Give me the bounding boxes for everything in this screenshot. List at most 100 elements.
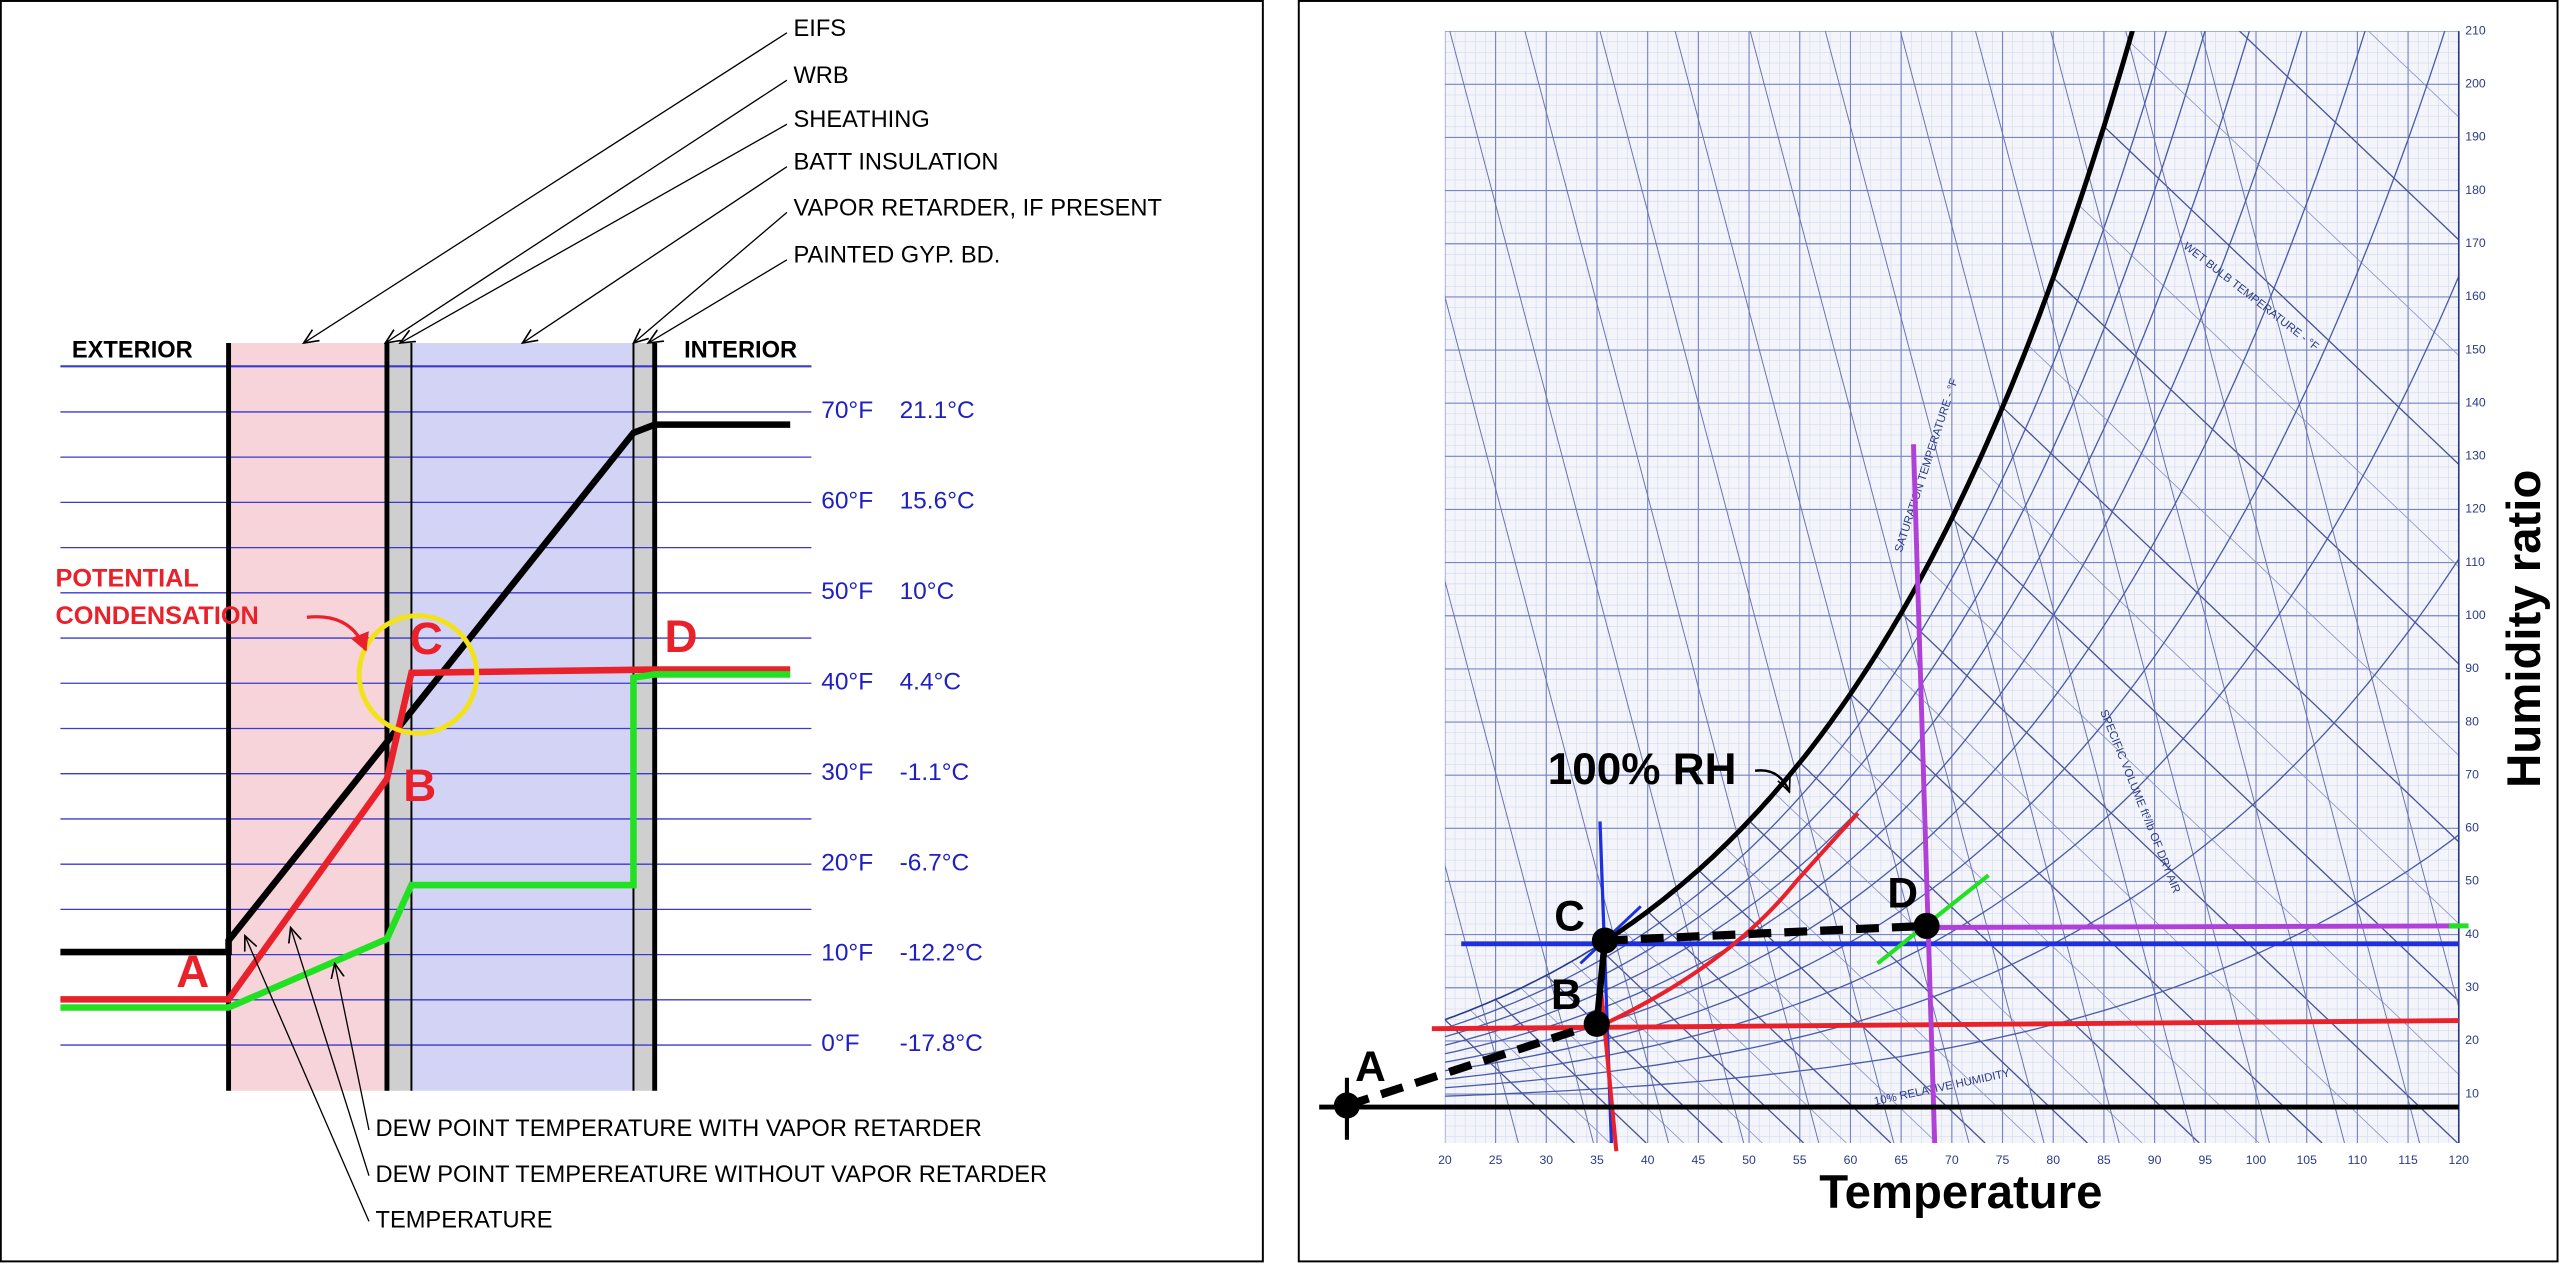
x-tick-label: 70: [1945, 1153, 1959, 1167]
y-tick-label: 200: [2465, 77, 2486, 91]
rh-curve: [1444, 558, 2459, 1089]
x-tick-label: 55: [1793, 1153, 1807, 1167]
wet-bulb-line: [2078, 204, 2459, 568]
process-c-d: [1604, 921, 1927, 945]
x-tick-label: 30: [1539, 1153, 1553, 1167]
celsius-label: -6.7°C: [900, 849, 970, 876]
celsius-label: 4.4°C: [900, 668, 961, 695]
specific-volume-line: [1824, 31, 2120, 1144]
y-tick-label: 60: [2465, 821, 2479, 835]
layer-label: BATT INSULATION: [793, 150, 998, 176]
state-point: [1913, 912, 1940, 939]
layer-leader: [648, 259, 788, 343]
specific-volume-line: [1749, 31, 2045, 1144]
point-label: C: [410, 613, 443, 664]
x-tick-label: 120: [2449, 1153, 2470, 1167]
wet-bulb-line: [2052, 277, 2459, 665]
wet-bulb-line: [2238, 31, 2459, 241]
point-label: D: [664, 611, 697, 662]
red-dewpoint-curve: [1607, 811, 1860, 1025]
fahrenheit-label: 70°F: [821, 397, 873, 424]
rh-curve: [1444, 31, 2167, 1029]
specific-volume-line: [1674, 31, 1970, 1144]
x-tick-label: 110: [2348, 1153, 2368, 1167]
wet-bulb-line: [2128, 41, 2459, 357]
x-tick-label: 80: [2046, 1153, 2060, 1167]
y-tick-label: 80: [2465, 714, 2479, 728]
celsius-label: -1.1°C: [900, 759, 970, 786]
y-tick-label: 90: [2465, 661, 2479, 675]
wet-bulb-line: [1900, 612, 2459, 1144]
legend-label: DEW POINT TEMPERATURE WITH VAPOR RETARDE…: [376, 1116, 982, 1142]
x-tick-label: 85: [2097, 1153, 2111, 1167]
purple-vertical: [1911, 444, 1938, 1144]
wet-bulb-line: [1774, 792, 2143, 1144]
wet-bulb-line: [1799, 762, 2200, 1144]
fahrenheit-label: 50°F: [821, 578, 873, 605]
red-vertical: [1597, 979, 1619, 1152]
y-tick-label: 110: [2465, 555, 2485, 569]
legend-label: DEW POINT TEMPEREATURE WITHOUT VAPOR RET…: [376, 1162, 1048, 1188]
x-tick-label: 100: [2246, 1153, 2267, 1167]
specific-volume-line: [1599, 31, 1895, 1144]
specific-volume-line: [1449, 31, 1745, 1144]
specific-volume-line: [1444, 863, 1519, 1144]
y-tick-label: 100: [2465, 608, 2486, 622]
y-tick-label: 190: [2465, 130, 2486, 144]
state-point: [1591, 927, 1618, 954]
fahrenheit-label: 60°F: [821, 488, 873, 515]
layer-label: EIFS: [793, 16, 846, 42]
gyp-layer: [633, 343, 655, 1091]
purple-horizontal: [1926, 923, 2459, 930]
dew-point-with-retarder: [60, 671, 791, 1011]
x-tick-label: 20: [1438, 1153, 1452, 1167]
specific-volume-line: [1975, 31, 2270, 1144]
specific-volume-line: [2200, 31, 2459, 1010]
layer-leader: [304, 32, 788, 343]
legend-leader: [245, 936, 370, 1222]
specific-volume-line: [1524, 31, 1820, 1144]
callout-text: POTENTIAL: [56, 564, 199, 592]
legend-label: TEMPERATURE: [376, 1208, 553, 1234]
y-tick-label: 30: [2465, 980, 2479, 994]
rh-curve: [1444, 31, 2446, 1072]
x-tick-label: 105: [2296, 1153, 2317, 1167]
condensation-circle: [356, 613, 480, 736]
fahrenheit-label: 40°F: [821, 668, 873, 695]
saturation-curve-bold: [1595, 31, 2135, 949]
wet-bulb-line: [1596, 945, 1805, 1144]
fahrenheit-label: 0°F: [821, 1030, 859, 1057]
rh-curve: [1444, 31, 2250, 1046]
legend-leader: [291, 928, 370, 1176]
celsius-label: -17.8°C: [900, 1030, 983, 1057]
y-tick-label: 40: [2465, 927, 2479, 941]
specific-volume-line: [1444, 294, 1670, 1144]
wet-bulb-line: [1824, 729, 2260, 1144]
x-tick-label: 40: [1641, 1153, 1655, 1167]
x-tick-label: 95: [2199, 1153, 2213, 1167]
y-tick-label: 130: [2465, 449, 2486, 463]
layer-label: SHEATHING: [793, 107, 929, 133]
point-label: B: [403, 760, 436, 811]
x-tick-label: 45: [1692, 1153, 1706, 1167]
y-tick-label: 120: [2465, 502, 2486, 516]
specific-volume-line: [2125, 31, 2421, 1144]
y-tick-label: 180: [2465, 183, 2486, 197]
y-tick-label: 50: [2465, 874, 2479, 888]
celsius-label: -12.2°C: [900, 940, 983, 967]
interior-label: INTERIOR: [684, 337, 797, 363]
y-tick-label: 210: [2465, 23, 2486, 37]
wet-bulb-line: [1849, 693, 2323, 1144]
callout-text: CONDENSATION: [56, 602, 259, 630]
wet-bulb-line: [2103, 125, 2459, 466]
wet-bulb-line: [1723, 846, 2036, 1144]
layer-leader: [633, 211, 788, 343]
fahrenheit-label: 10°F: [821, 940, 873, 967]
fahrenheit-label: 20°F: [821, 849, 873, 876]
wet-bulb-line: [1926, 567, 2459, 1076]
y-tick-label: 70: [2465, 767, 2479, 781]
exterior-label: EXTERIOR: [72, 337, 193, 363]
x-tick-label: 90: [2148, 1153, 2162, 1167]
